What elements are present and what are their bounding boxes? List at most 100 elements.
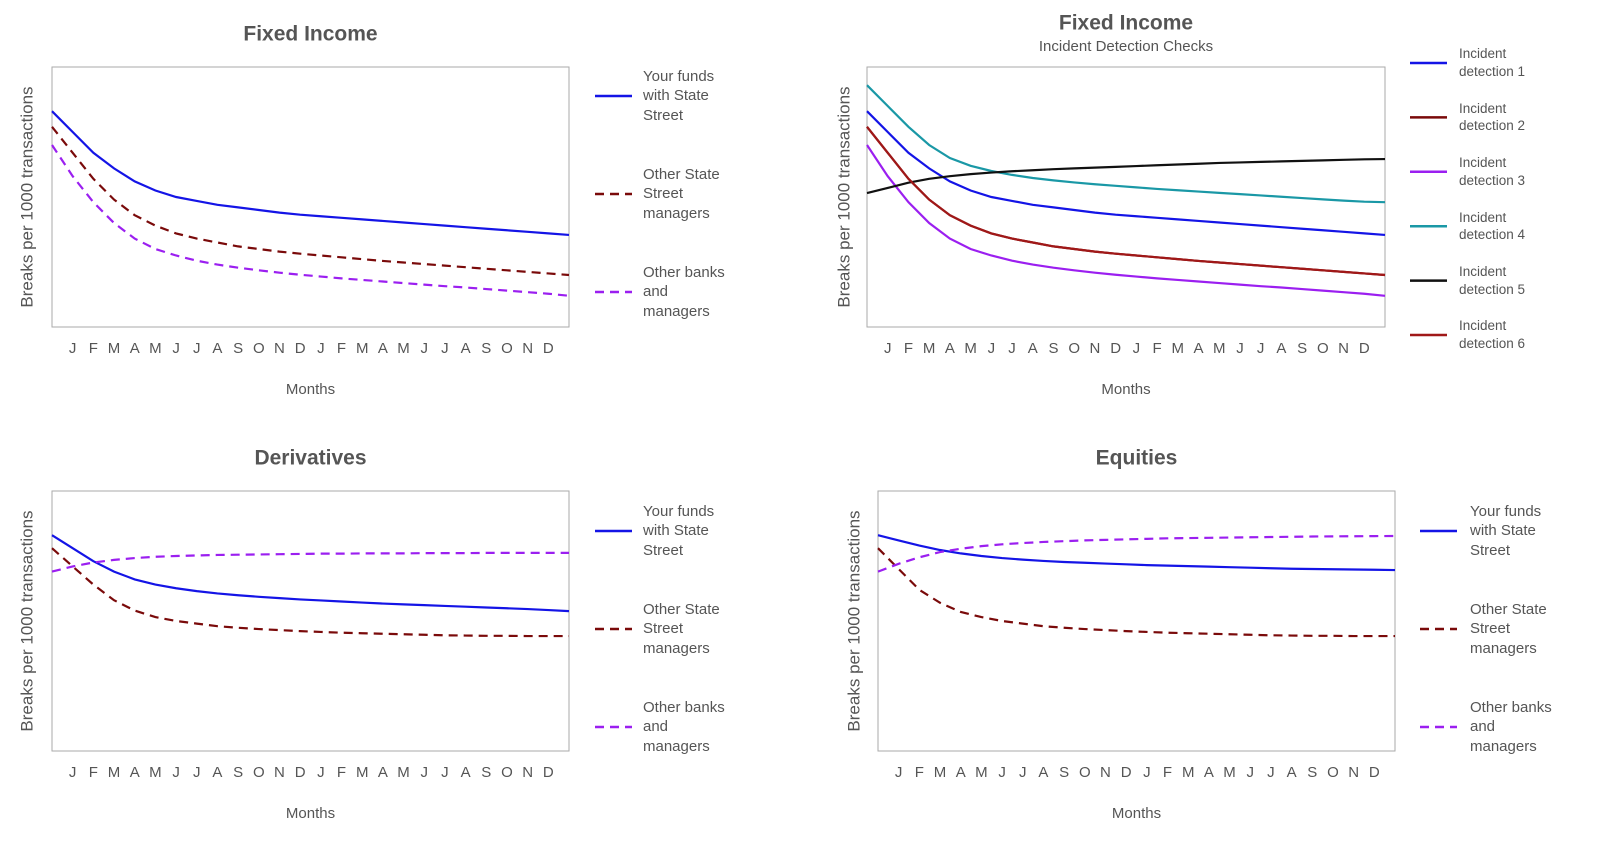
x-tick-label: A: [1287, 764, 1297, 781]
x-tick-label: O: [501, 340, 513, 357]
x-tick-label: J: [193, 340, 201, 357]
x-tick-label: A: [461, 340, 471, 357]
legend-entry: Incident detection 3: [1459, 155, 1525, 188]
x-tick-label: F: [915, 764, 924, 781]
x-tick-label: A: [130, 764, 140, 781]
legend-label: Incident detection 2: [1459, 100, 1526, 134]
x-tick-label: D: [1369, 764, 1380, 781]
legend-label: Other banks and managers: [643, 698, 725, 755]
x-tick-label: S: [233, 764, 243, 781]
y-axis-label: Breaks per 1000 transactions: [844, 510, 863, 731]
x-tick-label: A: [212, 340, 222, 357]
legend-wrap: Your funds with State Street: [643, 491, 738, 571]
legend-label: Incident detection 6: [1459, 318, 1526, 351]
x-tick-label: M: [108, 764, 121, 781]
x-tick-label: S: [1048, 340, 1058, 357]
x-tick-label: O: [1327, 764, 1339, 781]
x-tick-label: A: [378, 340, 388, 357]
series-line: [51, 126, 570, 277]
x-tick-label: J: [172, 764, 180, 781]
x-tick-label: N: [1100, 764, 1111, 781]
x-tick-label: J: [420, 764, 428, 781]
legend-label: Your funds with State Street: [1470, 502, 1542, 559]
series-line: [51, 534, 570, 613]
x-tick-label: J: [441, 340, 449, 357]
x-tick-label: A: [945, 340, 955, 357]
legend-label: Your funds with State Street: [643, 67, 715, 124]
x-tick-label: M: [108, 340, 121, 357]
legend-wrap: Other banks and managers: [643, 687, 738, 767]
x-tick-label: M: [149, 340, 162, 357]
x-tick-label: A: [461, 764, 471, 781]
series-line: [866, 84, 1386, 204]
x-tick-label: M: [964, 340, 977, 357]
x-tick-label: M: [397, 764, 410, 781]
series-line: [866, 110, 1386, 237]
plot-frame: [51, 490, 570, 752]
x-tick-label: F: [904, 340, 913, 357]
x-tick-label: S: [1297, 340, 1307, 357]
x-tick-label: O: [253, 340, 265, 357]
x-axis-label: Months: [1101, 381, 1150, 398]
x-tick-label: J: [1019, 764, 1027, 781]
series-line: [866, 144, 1386, 297]
legend-wrap: Other State Street managers: [643, 589, 738, 669]
x-tick-label: S: [233, 340, 243, 357]
x-tick-label: M: [356, 340, 369, 357]
x-tick-label: F: [337, 764, 346, 781]
x-tick-label: O: [1317, 340, 1329, 357]
x-tick-label: D: [1121, 764, 1132, 781]
x-tick-label: A: [1028, 340, 1038, 357]
x-tick-label: O: [253, 764, 265, 781]
series-line: [51, 110, 570, 237]
x-tick-label: N: [274, 340, 285, 357]
x-tick-label: J: [1236, 340, 1244, 357]
legend-label: Incident detection 5: [1459, 264, 1526, 297]
y-axis-label: Breaks per 1000 transactions: [17, 510, 36, 731]
legend-entry: Incident detection 4: [1459, 209, 1526, 243]
series-line: [51, 144, 570, 297]
legend-entry: Other State Street managers: [643, 589, 738, 669]
legend-entry: Incident detection 6: [1459, 318, 1526, 351]
x-tick-label: J: [69, 764, 77, 781]
chart-subtitle: Incident Detection Checks: [1039, 38, 1213, 55]
x-tick-label: J: [1246, 764, 1254, 781]
legend-entry: Your funds with State Street: [643, 67, 715, 124]
x-tick-label: J: [884, 340, 892, 357]
x-tick-label: A: [1038, 764, 1048, 781]
x-tick-label: A: [1276, 340, 1286, 357]
x-tick-label: F: [337, 340, 346, 357]
x-tick-label: O: [501, 764, 513, 781]
legend-wrap: Other State Street managers: [1470, 589, 1565, 669]
x-tick-label: D: [1359, 340, 1370, 357]
x-tick-label: O: [1068, 340, 1080, 357]
x-tick-label: N: [1089, 340, 1100, 357]
x-tick-label: J: [998, 764, 1006, 781]
series-line: [877, 534, 1396, 572]
x-tick-label: J: [317, 340, 325, 357]
x-tick-label: J: [988, 340, 996, 357]
legend-wrap: Other banks and managers: [643, 252, 738, 332]
legend-wrap: Other State Street managers: [643, 154, 738, 234]
legend-label: Incident detection 4: [1459, 209, 1526, 243]
legend-label: Other State Street managers: [1470, 600, 1547, 657]
legend-entry: Your funds with State Street: [1470, 502, 1542, 559]
x-axis-label: Months: [286, 381, 335, 398]
x-tick-label: F: [89, 340, 98, 357]
series-line: [866, 157, 1386, 195]
x-tick-label: M: [397, 340, 410, 357]
x-tick-label: N: [522, 764, 533, 781]
legend-entry: Incident detection 2: [1459, 77, 1549, 157]
legend-entry: Other State Street managers: [1470, 589, 1565, 669]
series-line: [866, 126, 1386, 277]
x-tick-label: M: [1223, 764, 1236, 781]
x-tick-label: A: [1204, 764, 1214, 781]
plot-frame: [51, 66, 570, 328]
legend-wrap: Incident detection 2: [1459, 77, 1549, 157]
x-tick-label: F: [1152, 340, 1161, 357]
x-tick-label: F: [89, 764, 98, 781]
x-tick-label: D: [543, 340, 554, 357]
x-tick-label: J: [193, 764, 201, 781]
x-tick-label: M: [975, 764, 988, 781]
